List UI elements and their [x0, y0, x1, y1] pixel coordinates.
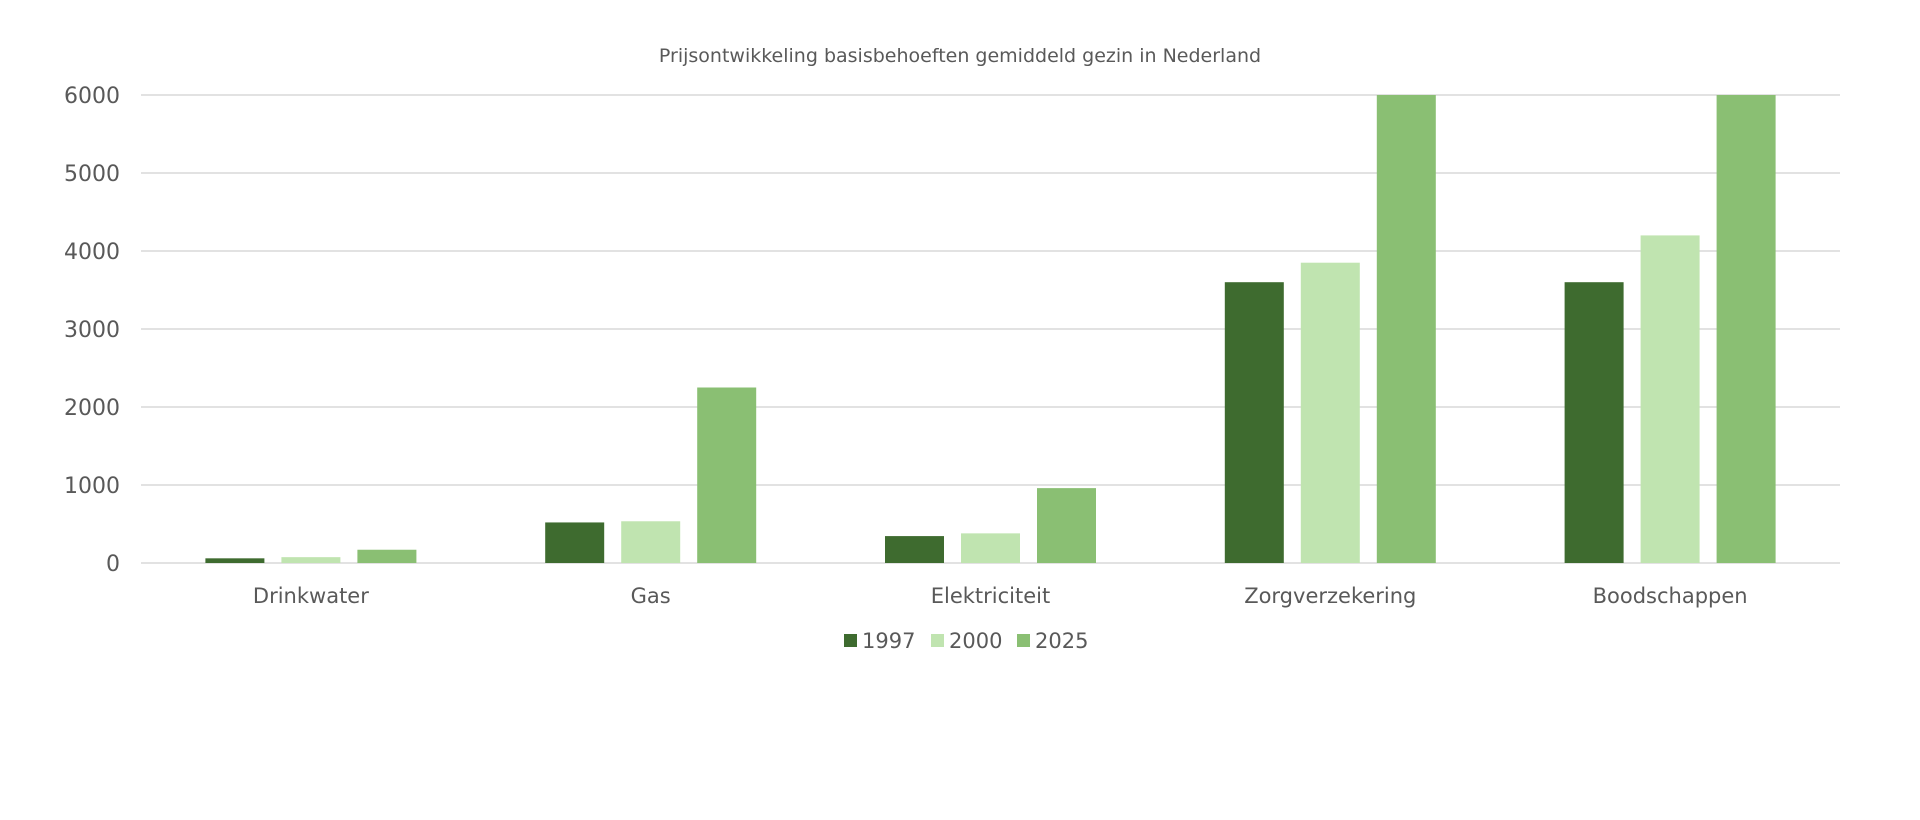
bar-2025-elektriciteit	[1037, 488, 1096, 563]
bar-2025-zorgverzekering	[1376, 95, 1436, 563]
x-tick-label: Elektriciteit	[931, 584, 1051, 608]
bar-2000-gas	[621, 521, 681, 563]
legend-swatch-2025	[1017, 634, 1030, 647]
bar-2025-boodschappen	[1716, 95, 1776, 563]
y-tick-label: 4000	[64, 240, 120, 265]
y-tick-label: 5000	[64, 162, 120, 187]
y-tick-label: 2000	[64, 396, 120, 421]
bar-2000-drinkwater	[281, 557, 341, 563]
bar-2000-boodschappen	[1640, 235, 1700, 563]
bar-2000-zorgverzekering	[1300, 262, 1360, 563]
bar-1997-gas	[545, 522, 605, 563]
chart-title: Prijsontwikkeling basisbehoeften gemidde…	[659, 45, 1261, 67]
y-tick-label: 6000	[64, 84, 120, 109]
legend-label: 2000	[949, 629, 1002, 653]
y-tick-label: 1000	[64, 474, 120, 499]
legend-swatch-2000	[931, 634, 944, 647]
legend-label: 2025	[1035, 629, 1088, 653]
legend-swatch-1997	[844, 634, 857, 647]
bar-2025-drinkwater	[357, 549, 417, 563]
legend-label: 1997	[862, 629, 915, 653]
bar-1997-drinkwater	[205, 558, 265, 563]
bar-2000-elektriciteit	[961, 533, 1020, 563]
y-tick-label: 3000	[64, 318, 120, 343]
bar-2025-gas	[697, 387, 757, 563]
bar-1997-boodschappen	[1564, 282, 1624, 563]
x-tick-label: Boodschappen	[1593, 584, 1748, 608]
x-tick-label: Drinkwater	[253, 584, 369, 608]
y-tick-label: 0	[106, 552, 120, 577]
bar-1997-zorgverzekering	[1224, 282, 1284, 563]
x-tick-label: Gas	[631, 584, 671, 608]
x-tick-label: Zorgverzekering	[1244, 584, 1416, 608]
bar-1997-elektriciteit	[885, 536, 944, 563]
